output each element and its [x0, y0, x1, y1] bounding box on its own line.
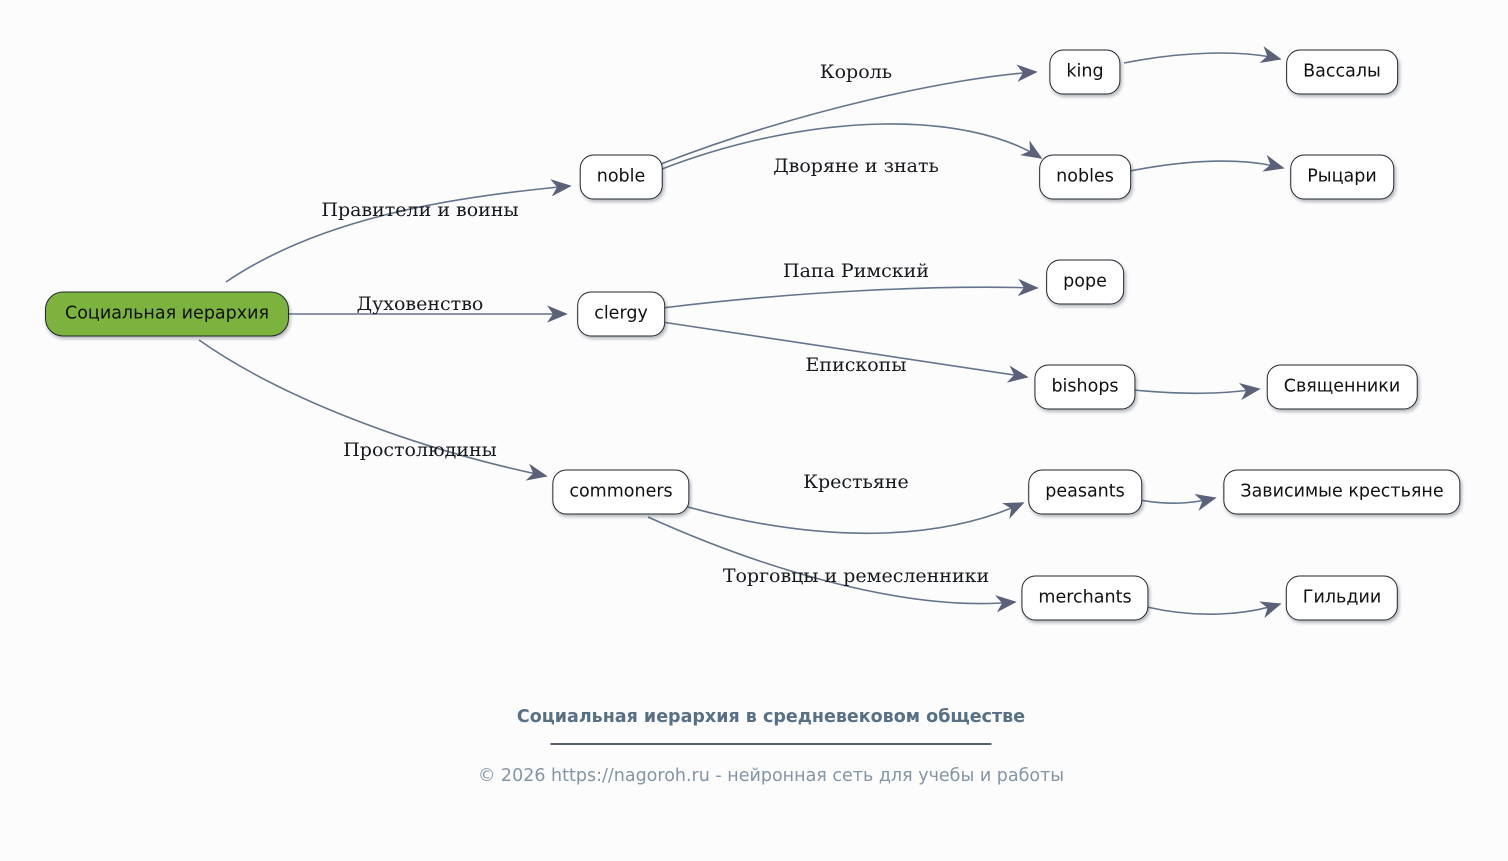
node-clergy: clergy [577, 291, 665, 337]
node-vassals: Вассалы [1286, 49, 1398, 95]
edge-label-noble-nobles: Дворяне и знать [773, 155, 939, 177]
node-dependent-peasants: Зависимые крестьяне [1223, 469, 1461, 515]
node-merchants: merchants [1021, 575, 1149, 621]
node-king: king [1049, 49, 1121, 95]
node-root: Социальная иерархия [44, 291, 290, 337]
edge-label-root-clergy: Духовенство [356, 293, 484, 315]
edge-nobles-knights [1129, 154, 1285, 172]
edge-label-commoners-merchants: Торговцы и ремесленники [722, 565, 990, 587]
edge-label-clergy-pope: Папа Римский [783, 260, 929, 282]
edge-label-noble-king: Король [819, 61, 893, 83]
footer-divider [550, 743, 992, 745]
edge-noble-nobles [661, 123, 1043, 170]
edge-king-vassals [1123, 46, 1282, 64]
node-guilds: Гильдии [1285, 575, 1399, 621]
edge-clergy-bishops [661, 321, 1029, 383]
edge-root-commoners [198, 339, 548, 481]
edge-label-clergy-bishops: Епископы [805, 354, 907, 376]
node-noble: noble [579, 154, 663, 200]
edge-noble-king [660, 64, 1038, 165]
node-peasants: peasants [1028, 469, 1142, 515]
edge-label-root-commoners: Простолюдины [343, 439, 497, 461]
node-pope: pope [1046, 259, 1124, 305]
edge-commoners-merchants [647, 516, 1017, 613]
edge-bishops-priests [1133, 382, 1261, 401]
edge-peasants-dependent-peasants [1139, 494, 1217, 511]
edge-clergy-pope [661, 278, 1039, 309]
footer-title: Социальная иерархия в средневековом обще… [516, 707, 1026, 727]
edge-label-root-noble: Правители и воины [321, 199, 519, 221]
edge-label-commoners-peasants: Крестьяне [803, 471, 909, 493]
footer-copyright: © 2026 https://nagoroh.ru - нейронная се… [477, 766, 1065, 786]
node-bishops: bishops [1034, 364, 1136, 410]
node-priests: Священники [1266, 364, 1418, 410]
node-commoners: commoners [552, 469, 690, 515]
edge-commoners-peasants [687, 502, 1025, 535]
node-knights: Рыцари [1290, 154, 1394, 200]
node-nobles: nobles [1039, 154, 1131, 200]
edge-root-noble [225, 179, 572, 283]
edge-merchants-guilds [1146, 601, 1282, 619]
